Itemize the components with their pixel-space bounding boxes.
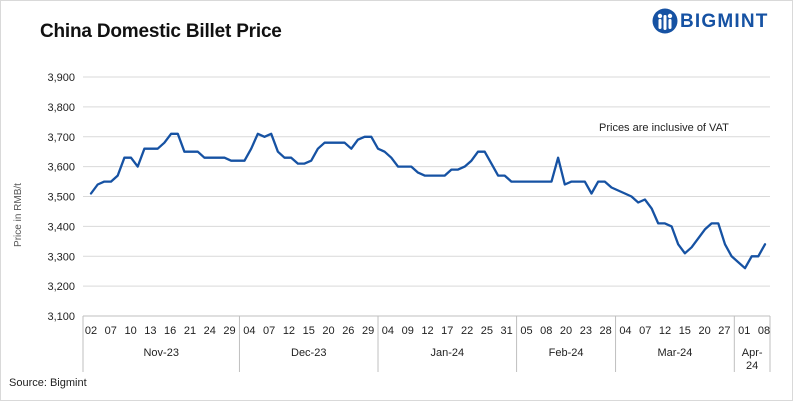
x-tick-label: 10 [124, 325, 136, 337]
y-tick-label: 3,400 [47, 221, 75, 233]
x-tick-label: 05 [520, 325, 532, 337]
month-label: Mar-24 [658, 347, 693, 359]
month-label-part: 24 [746, 360, 758, 372]
month-label: Nov-23 [143, 347, 178, 359]
month-label-part: Apr- [742, 347, 763, 359]
x-tick-label: 04 [243, 325, 255, 337]
chart-title: China Domestic Billet Price [40, 21, 282, 42]
x-tick-label: 20 [322, 325, 334, 337]
month-label: Dec-23 [291, 347, 326, 359]
x-tick-label: 04 [619, 325, 631, 337]
y-tick-label: 3,500 [47, 192, 75, 204]
y-tick-label: 3,900 [47, 72, 75, 84]
x-tick-label: 26 [342, 325, 354, 337]
y-axis-label: Price in RMB/t [13, 183, 24, 247]
month-label: Jan-24 [430, 347, 464, 359]
x-tick-label: 27 [718, 325, 730, 337]
x-tick-label: 21 [184, 325, 196, 337]
vat-annotation: Prices are inclusive of VAT [599, 122, 729, 134]
x-tick-label: 12 [283, 325, 295, 337]
x-tick-label: 24 [204, 325, 216, 337]
x-tick-label: 08 [758, 325, 770, 337]
brand-logo: BIGMINT [652, 7, 787, 35]
source-note: Source: Bigmint [9, 377, 87, 389]
series-line [89, 132, 767, 270]
x-tick-label: 07 [263, 325, 275, 337]
x-tick-label: 17 [441, 325, 453, 337]
x-tick-label: 29 [362, 325, 374, 337]
y-tick-label: 3,800 [47, 102, 75, 114]
brand-person-icon [652, 8, 678, 34]
x-tick-label: 15 [679, 325, 691, 337]
month-labels: Nov-23 Dec-23 Jan-24 Feb-24 Mar-24 Apr-24 [143, 347, 762, 372]
y-tick-label: 3,600 [47, 162, 75, 174]
x-tick-label: 23 [580, 325, 592, 337]
x-tick-label: 02 [85, 325, 97, 337]
y-tick-labels: 3,100 3,200 3,300 3,400 3,500 3,600 3,700 3,800… [47, 72, 75, 323]
y-tick-label: 3,100 [47, 311, 75, 323]
x-tick-label: 07 [639, 325, 651, 337]
x-tick-label: 13 [144, 325, 156, 337]
gridlines [83, 76, 770, 287]
x-tick-label: 16 [164, 325, 176, 337]
x-tick-label: 01 [738, 325, 750, 337]
x-tick-label: 12 [421, 325, 433, 337]
x-tick-label: 22 [461, 325, 473, 337]
x-tick-label: 09 [402, 325, 414, 337]
x-tick-label: 04 [382, 325, 394, 337]
month-label: Feb-24 [549, 347, 584, 359]
x-tick-label: 15 [303, 325, 315, 337]
x-tick-label: 25 [481, 325, 493, 337]
x-tick-labels: 02 07 10 13 16 21 24 29 04 07 12 15 20 26 29 04 09 12 17 22… [85, 325, 770, 337]
x-tick-label: 29 [223, 325, 235, 337]
x-tick-label: 20 [698, 325, 710, 337]
month-label: Apr-24 [742, 347, 763, 372]
x-tick-label: 08 [540, 325, 552, 337]
x-tick-label: 07 [105, 325, 117, 337]
axes [82, 315, 771, 372]
y-tick-label: 3,300 [47, 251, 75, 263]
y-tick-label: 3,200 [47, 281, 75, 293]
x-tick-label: 12 [659, 325, 671, 337]
series [89, 132, 767, 270]
x-tick-label: 20 [560, 325, 572, 337]
brand-name: BIGMINT [680, 11, 769, 32]
x-tick-label: 31 [501, 325, 513, 337]
y-tick-label: 3,700 [47, 132, 75, 144]
x-tick-label: 28 [600, 325, 612, 337]
